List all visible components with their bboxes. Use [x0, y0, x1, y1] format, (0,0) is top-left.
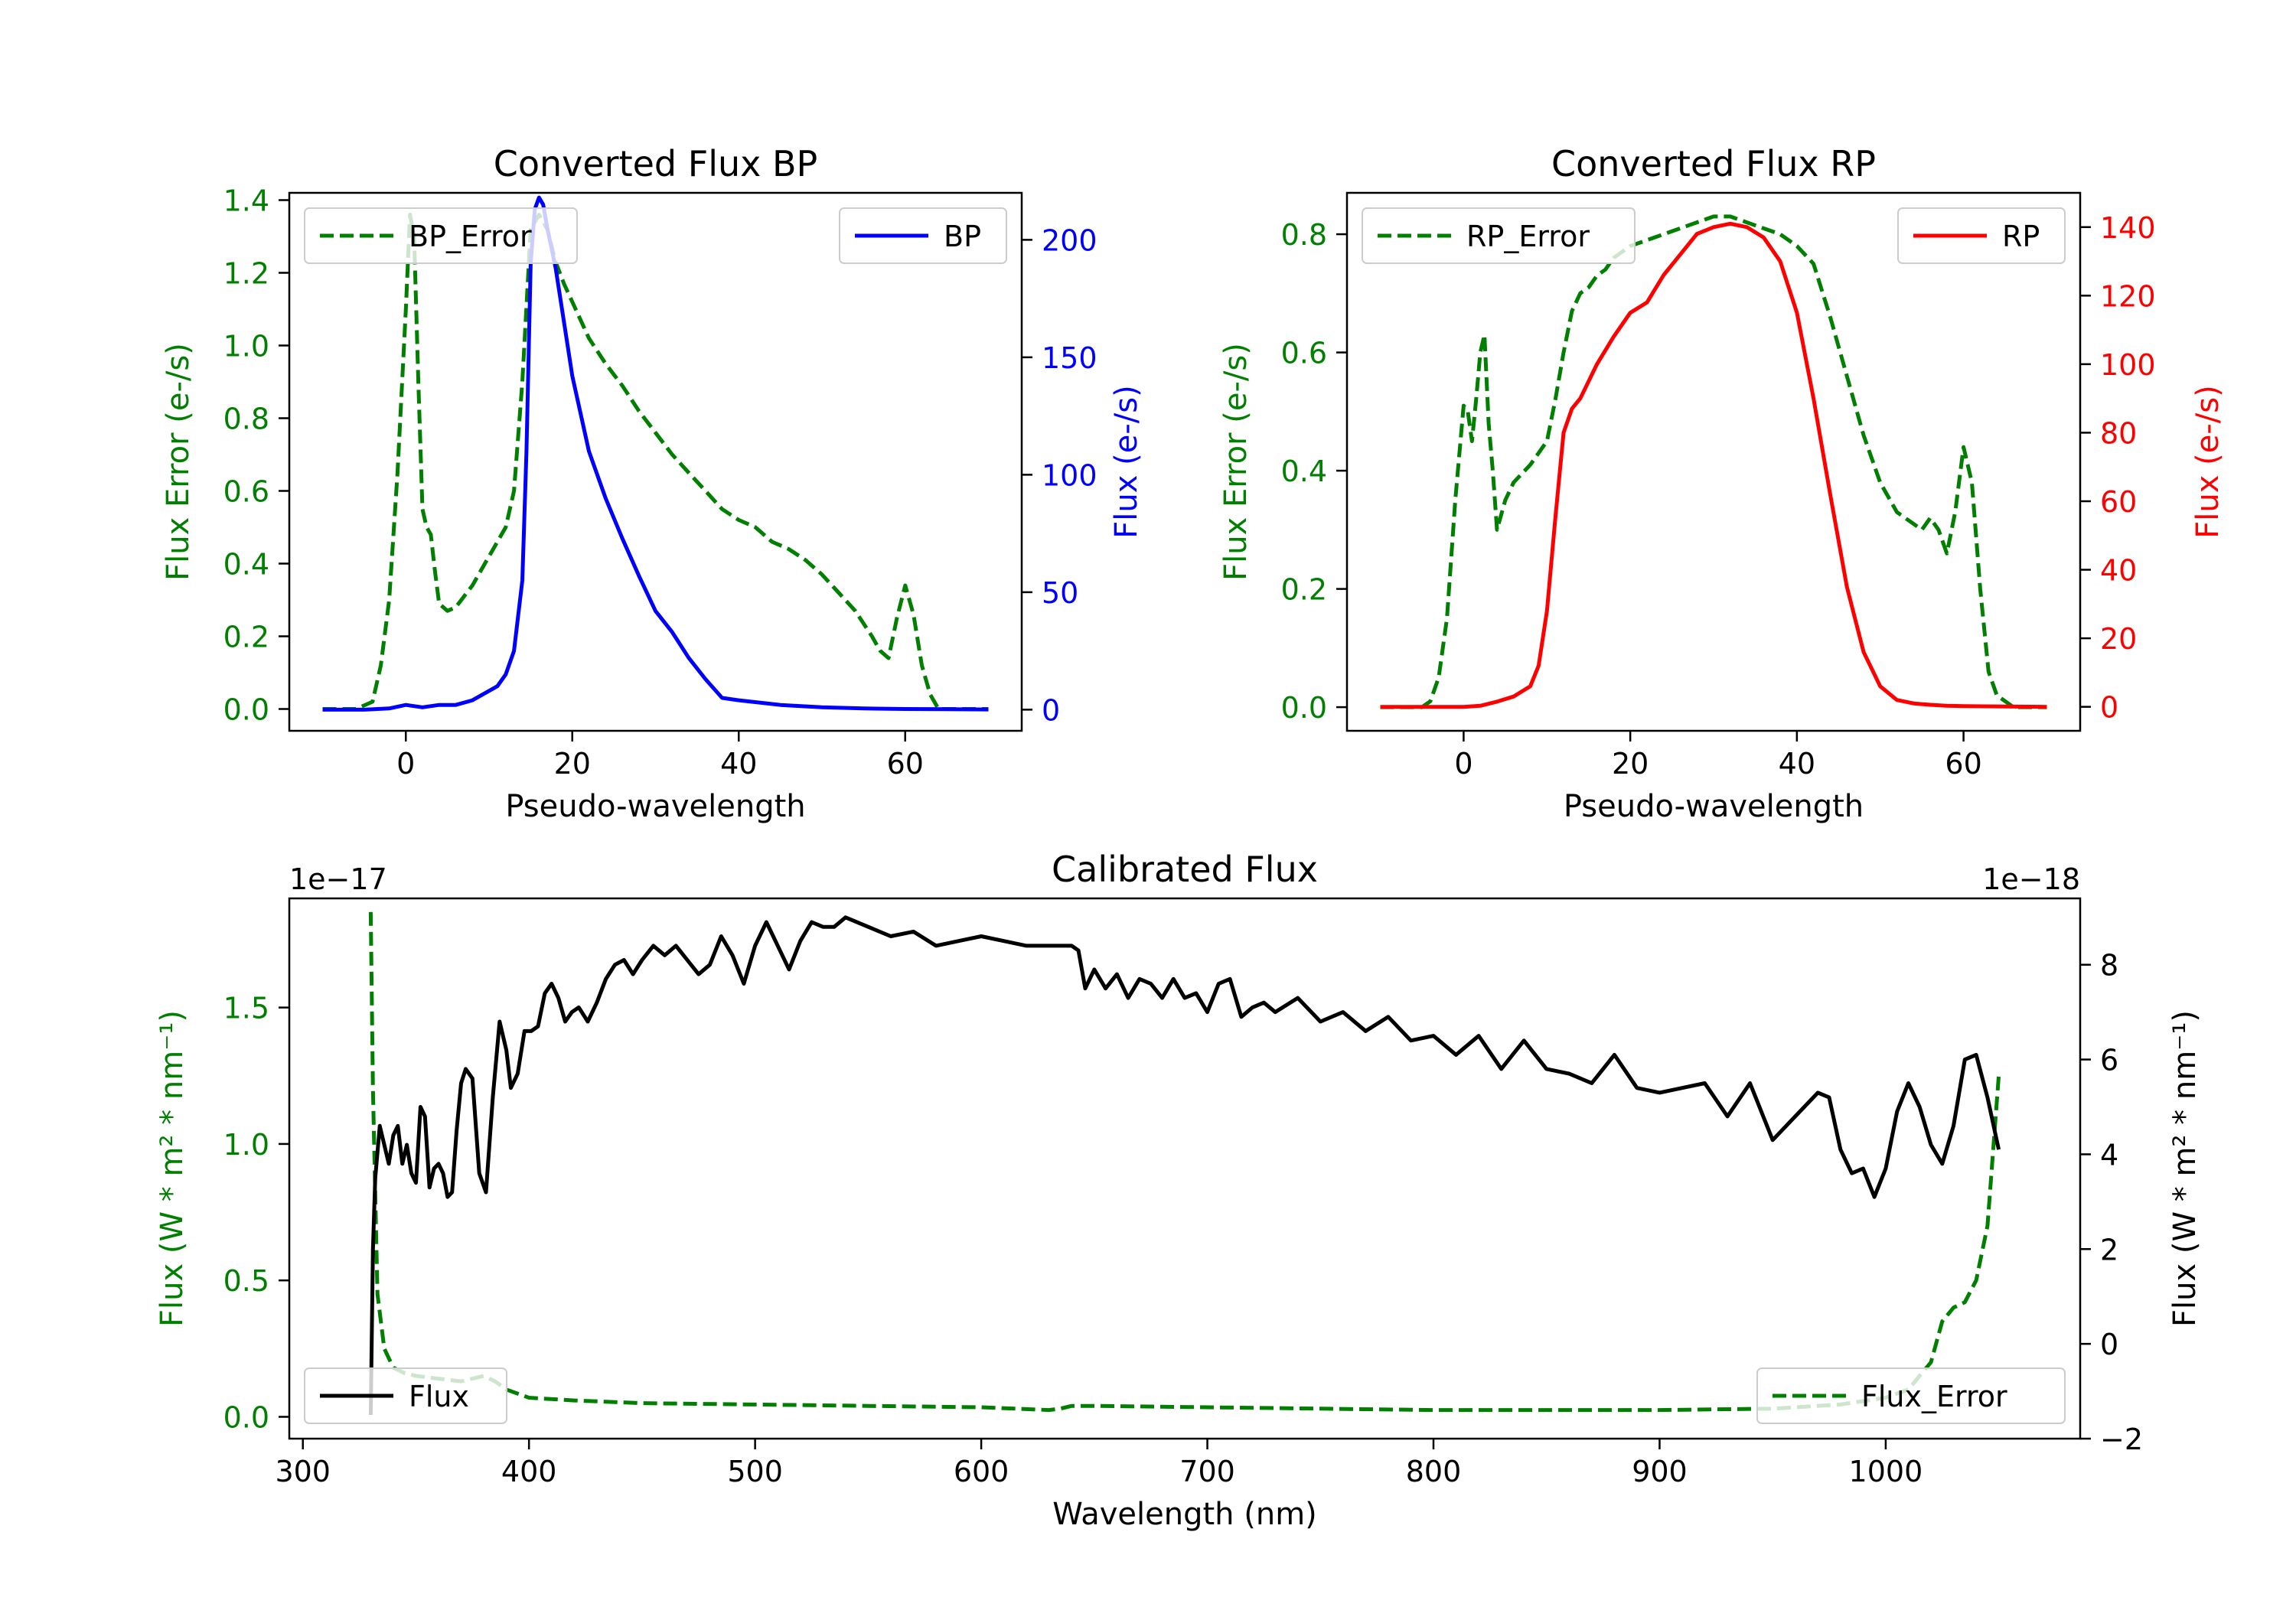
x-tick-label: 40 — [1779, 747, 1815, 781]
y-tick-label-right: 40 — [2100, 554, 2137, 588]
y-tick-label-right: 100 — [2100, 348, 2156, 382]
x-tick-label: 60 — [1945, 747, 1981, 781]
legend-label: Flux_Error — [1861, 1380, 2007, 1413]
y-tick-label-right: 80 — [2100, 416, 2137, 450]
legend-flux-error: Flux_Error — [1756, 1367, 2066, 1424]
series-line-flux — [368, 915, 2001, 1416]
y-tick-label-right: 50 — [1042, 576, 1078, 610]
y-tick-label-right: 0 — [2100, 1328, 2118, 1361]
y-tick-label-left: 1.5 — [223, 992, 269, 1025]
y-tick-label-left: 0.0 — [223, 1400, 269, 1434]
legend-label: Flux — [409, 1380, 469, 1413]
chart-title: Calibrated Flux — [1052, 849, 1318, 890]
legend-label: BP_Error — [409, 220, 532, 253]
x-tick-label: 1000 — [1849, 1455, 1923, 1488]
series-line-rp-error — [1380, 214, 2047, 709]
axes-frame — [288, 191, 1023, 732]
legend-bp: BP — [839, 207, 1007, 264]
x-axis-label: Wavelength (nm) — [1052, 1497, 1317, 1532]
y-tick-label-left: 1.0 — [223, 1128, 269, 1162]
x-tick-label: 800 — [1406, 1455, 1462, 1488]
y-tick-label-left: 0.0 — [1281, 691, 1327, 725]
x-axis-label: Pseudo-wavelength — [1564, 789, 1864, 824]
x-tick-label: 700 — [1179, 1455, 1235, 1488]
y-axis-label-right: Flux (e-/s) — [2190, 385, 2226, 538]
x-tick-label: 600 — [954, 1455, 1009, 1488]
legend-label: BP — [944, 220, 981, 253]
y-tick-label-right: 0 — [1042, 693, 1060, 727]
chart-rp: Converted Flux RP 0 20 40 60 Pseudo-wavelengt… — [1218, 143, 2226, 824]
x-tick-label: 0 — [1454, 747, 1473, 781]
y-tick-label-left: 0.5 — [223, 1264, 269, 1298]
chart-title: Converted Flux BP — [494, 143, 818, 184]
y-tick-label-left: 0.0 — [223, 693, 269, 727]
legend-box — [1756, 1367, 2066, 1424]
y-tick-label-left: 1.2 — [223, 257, 269, 291]
y-tick-label-left: 0.8 — [1281, 218, 1327, 252]
y-tick-label-left: 0.6 — [223, 475, 269, 509]
x-tick-label: 300 — [275, 1455, 331, 1488]
y-tick-label-left: 0.2 — [223, 621, 269, 654]
legend-box — [304, 207, 578, 264]
x-axis-label: Pseudo-wavelength — [505, 789, 805, 824]
legend-rp: RP — [1897, 207, 2066, 264]
y-tick-label-right: 4 — [2100, 1138, 2118, 1172]
x-tick-label: 20 — [554, 747, 591, 781]
y-tick-label-right: 8 — [2100, 949, 2118, 983]
y-tick-label-left: 1.4 — [223, 184, 269, 218]
plot-area — [368, 911, 2001, 1416]
legend-box — [304, 1367, 507, 1424]
offset-label-right: 1e−18 — [1982, 862, 2080, 896]
series-line-bp-error — [322, 213, 989, 711]
plot-area — [1380, 214, 2047, 709]
legend-flux: Flux — [304, 1367, 507, 1424]
chart-bp: Converted Flux BP 0 20 40 60 Pseudo-wavelengt… — [161, 143, 1144, 824]
legend-box — [1362, 207, 1636, 264]
y-tick-label-left: 0.2 — [1281, 573, 1327, 607]
series-line-flux-error — [368, 911, 2001, 1413]
y-tick-label-right: 0 — [2100, 691, 2118, 725]
y-tick-label-right: 140 — [2100, 211, 2156, 245]
x-tick-label: 900 — [1632, 1455, 1688, 1488]
axes-frame — [288, 897, 2082, 1440]
y-axis-label-right: Flux (W * m² * nm⁻¹) — [2167, 1010, 2203, 1327]
y-tick-label-left: 1.0 — [223, 330, 269, 363]
y-axis-label-left: Flux Error (e-/s) — [161, 343, 196, 581]
series-line-rp — [1380, 221, 2047, 709]
y-tick-label-left: 0.8 — [223, 403, 269, 436]
y-tick-label-right: 100 — [1042, 458, 1097, 492]
plot-area — [322, 195, 989, 712]
y-axis-label-left: Flux (W * m² * nm⁻¹) — [155, 1010, 190, 1327]
y-tick-label-right: 60 — [2100, 485, 2137, 519]
chart-calibrated: Calibrated Flux 300 400 500 600 700 800 900 1000… — [155, 849, 2203, 1532]
x-tick-label: 20 — [1612, 747, 1649, 781]
x-tick-label: 40 — [720, 747, 757, 781]
x-tick-label: 500 — [727, 1455, 783, 1488]
y-tick-label-right: 6 — [2100, 1044, 2118, 1077]
x-tick-label: 60 — [887, 747, 924, 781]
y-tick-label-right: 120 — [2100, 279, 2156, 313]
y-tick-label-left: 0.4 — [1281, 455, 1327, 488]
legend-label: RP — [2002, 220, 2040, 253]
axes-frame — [1345, 191, 2082, 732]
y-axis-label-left: Flux Error (e-/s) — [1218, 343, 1254, 581]
y-tick-label-right: −2 — [2100, 1423, 2143, 1456]
y-axis-label-right: Flux (e-/s) — [1109, 385, 1144, 538]
y-tick-label-right: 2 — [2100, 1233, 2118, 1266]
chart-title: Converted Flux RP — [1551, 143, 1876, 184]
y-tick-label-left: 0.6 — [1281, 337, 1327, 370]
x-tick-label: 0 — [396, 747, 415, 781]
legend-label: RP_Error — [1466, 220, 1590, 253]
legend-rp-error: RP_Error — [1362, 207, 1636, 264]
y-tick-label-left: 0.4 — [223, 548, 269, 582]
y-tick-label-right: 200 — [1042, 223, 1097, 257]
y-tick-label-right: 150 — [1042, 341, 1097, 375]
legend-bp-error: BP_Error — [304, 207, 578, 264]
y-tick-label-right: 20 — [2100, 622, 2137, 656]
x-tick-label: 400 — [501, 1455, 557, 1488]
offset-label-left: 1e−17 — [289, 862, 387, 896]
